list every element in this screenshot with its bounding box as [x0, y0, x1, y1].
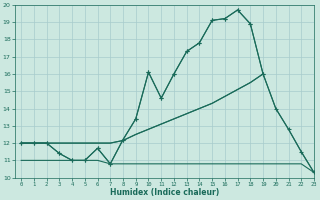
X-axis label: Humidex (Indice chaleur): Humidex (Indice chaleur)	[110, 188, 219, 197]
